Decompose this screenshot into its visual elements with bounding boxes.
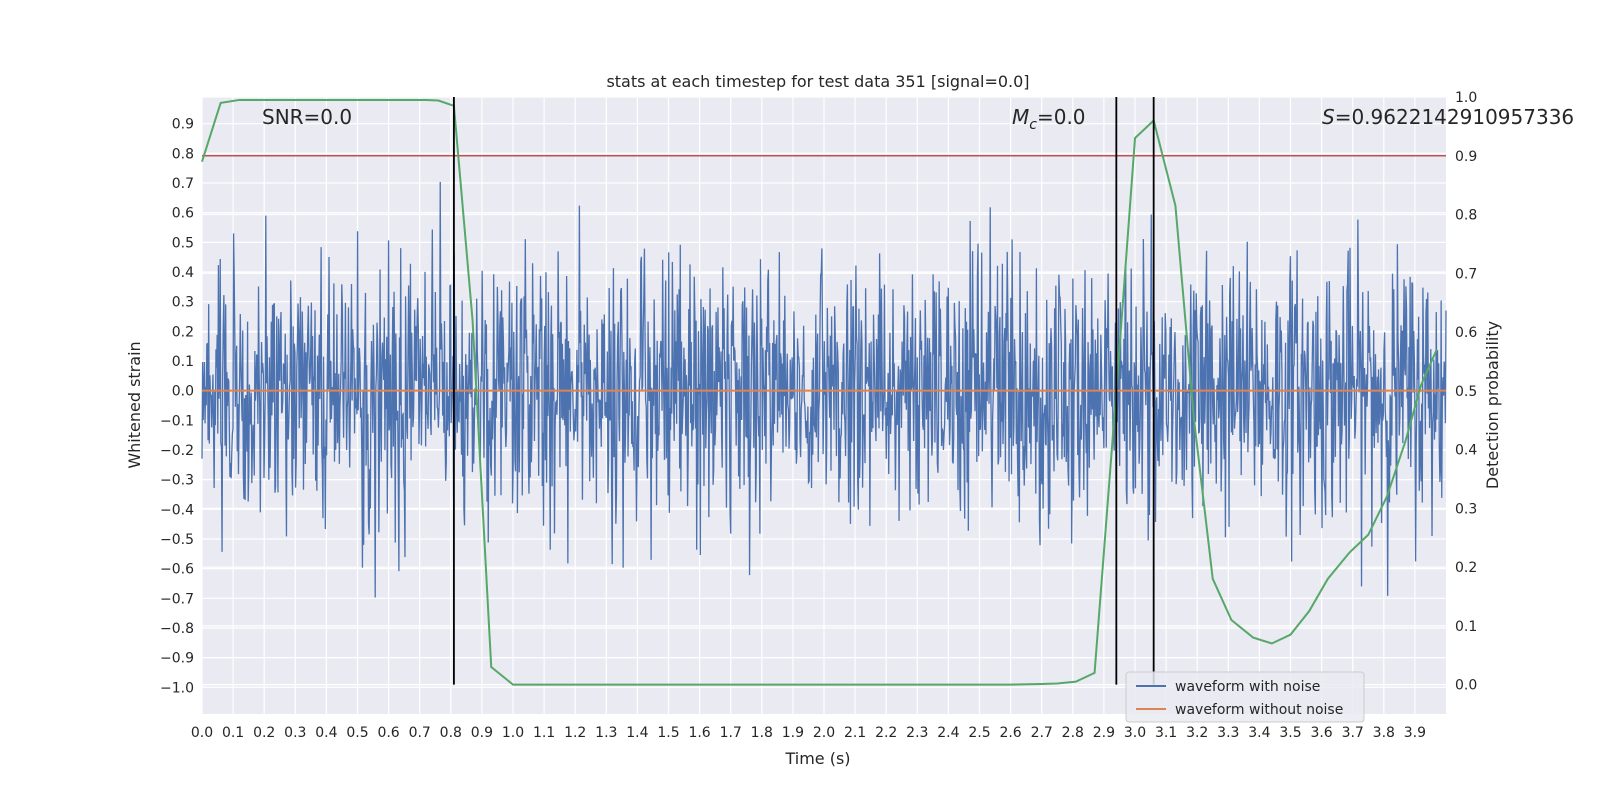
y-tick-label: 0.4: [172, 265, 194, 281]
annotation-s-symbol: S: [1322, 105, 1335, 129]
detection-probability-line: [201, 98, 1438, 686]
y-tick-label: −1.0: [160, 680, 194, 696]
x-tick-label: 0.7: [409, 725, 431, 741]
x-tick-label: 3.5: [1279, 725, 1301, 741]
x-tick-label: 0.6: [377, 725, 399, 741]
annotation-mc-value: =0.0: [1037, 105, 1086, 129]
x-tick-label: 2.8: [1062, 725, 1084, 741]
y2-tick-label: 1.0: [1455, 90, 1477, 106]
x-tick-label: 3.8: [1373, 725, 1395, 741]
y-tick-label: −0.7: [160, 591, 194, 607]
y2-tick-label: 0.1: [1455, 619, 1477, 635]
x-tick-label: 0.4: [315, 725, 337, 741]
grid: [201, 96, 1446, 714]
y-tick-label: 0.1: [172, 354, 194, 370]
legend: waveform with noise waveform without noi…: [1125, 671, 1365, 723]
y-tick-label: 0.8: [172, 146, 194, 162]
y-tick-label: 0.6: [172, 206, 194, 222]
y-tick-label: 0.0: [172, 384, 194, 400]
y-tick-label: 0.7: [172, 176, 194, 192]
vertical-markers: [453, 97, 1155, 685]
y2-tick-label: 0.6: [1455, 325, 1477, 341]
x-tick-label: 2.2: [875, 725, 897, 741]
y2-tick-label: 0.9: [1455, 149, 1477, 165]
y2-tick-label: 0.5: [1455, 384, 1477, 400]
x-tick-label: 2.4: [937, 725, 959, 741]
x-tick-label: 1.3: [595, 725, 617, 741]
series-detection-probability: [201, 98, 1438, 686]
x-tick-label: 3.9: [1404, 725, 1426, 741]
x-tick-label: 2.9: [1093, 725, 1115, 741]
x-tick-label: 0.9: [471, 725, 493, 741]
y2-tick-label: 0.7: [1455, 266, 1477, 282]
annotation-mc-symbol: M: [1012, 105, 1029, 129]
x-tick-label: 3.6: [1310, 725, 1332, 741]
annotation-s-value: =0.9622142910957336: [1335, 105, 1574, 129]
x-axis-label: Time (s): [784, 749, 850, 768]
y2-axis-label: Detection probability: [1483, 321, 1502, 489]
y-tick-label: 0.3: [172, 295, 194, 311]
annotation-mc-sub: c: [1029, 117, 1037, 133]
x-tick-label: 1.0: [502, 725, 524, 741]
legend-entry-clean: waveform without noise: [1175, 702, 1343, 718]
annotation-mc: Mc=0.0: [1012, 105, 1086, 133]
x-tick-label: 3.4: [1248, 725, 1270, 741]
x-tick-label: 3.1: [1155, 725, 1177, 741]
y-axis-label: Whitened strain: [125, 341, 144, 468]
y-tick-label: 0.9: [172, 117, 194, 133]
y-tick-label: −0.8: [160, 621, 194, 637]
x-tick-label: 2.6: [999, 725, 1021, 741]
x-tick-label: 2.0: [813, 725, 835, 741]
y2-tick-label: 0.0: [1455, 678, 1477, 694]
x-tick-label: 3.2: [1186, 725, 1208, 741]
annotation-snr: SNR=0.0: [262, 105, 352, 129]
y2-tick-label: 0.4: [1455, 443, 1477, 459]
y2-tick-label: 0.3: [1455, 501, 1477, 517]
x-tick-label: 0.1: [222, 725, 244, 741]
chart-title: stats at each timestep for test data 351…: [606, 72, 1029, 91]
x-tick-label: 1.1: [533, 725, 555, 741]
x-tick-label: 1.4: [626, 725, 648, 741]
y-tick-label: −0.5: [160, 532, 194, 548]
x-tick-label: 3.3: [1217, 725, 1239, 741]
legend-box: [1125, 671, 1365, 723]
x-tick-label: 2.3: [906, 725, 928, 741]
x-tick-label: 0.5: [346, 725, 368, 741]
x-tick-label: 0.8: [440, 725, 462, 741]
x-tick-label: 0.2: [253, 725, 275, 741]
x-tick-label: 0.0: [191, 725, 213, 741]
y-axis-ticks: 0.9 0.8 0.7 0.6 0.5 0.4 0.3 0.2 0.1 0.0 −0.1 −0.2 −0…: [160, 117, 194, 697]
y-tick-label: −0.6: [160, 562, 194, 578]
y2-tick-label: 0.2: [1455, 560, 1477, 576]
y-tick-label: −0.2: [160, 443, 194, 459]
x-tick-label: 2.1: [844, 725, 866, 741]
y-tick-label: −0.4: [160, 502, 194, 518]
series-waveform-with-noise: [201, 181, 1447, 598]
x-tick-label: 3.0: [1124, 725, 1146, 741]
x-tick-label: 1.8: [751, 725, 773, 741]
y-tick-label: 0.5: [172, 235, 194, 251]
annotation-s: S=0.9622142910957336: [1322, 105, 1574, 129]
x-tick-label: 1.9: [782, 725, 804, 741]
x-tick-label: 1.2: [564, 725, 586, 741]
y-tick-label: −0.9: [160, 651, 194, 667]
waveform-with-noise-line: [201, 181, 1447, 598]
y-tick-label: −0.3: [160, 473, 194, 489]
y2-axis-ticks: 1.0 0.9 0.8 0.7 0.6 0.5 0.4 0.3 0.2 0.1 0.0: [1455, 90, 1477, 694]
x-tick-label: 1.6: [688, 725, 710, 741]
x-tick-label: 2.5: [968, 725, 990, 741]
x-axis-ticks: 0.0 0.1 0.2 0.3 0.4 0.5 0.6 0.7 0.8 0.9 1.0 1.1 1.2 1…: [191, 725, 1426, 741]
y2-tick-label: 0.8: [1455, 208, 1477, 224]
y-tick-label: −0.1: [160, 413, 194, 429]
legend-entry-noise: waveform with noise: [1175, 679, 1320, 695]
x-tick-label: 1.7: [720, 725, 742, 741]
y-tick-label: 0.2: [172, 324, 194, 340]
x-tick-label: 1.5: [657, 725, 679, 741]
x-tick-label: 2.7: [1031, 725, 1053, 741]
x-tick-label: 3.7: [1342, 725, 1364, 741]
x-tick-label: 0.3: [284, 725, 306, 741]
